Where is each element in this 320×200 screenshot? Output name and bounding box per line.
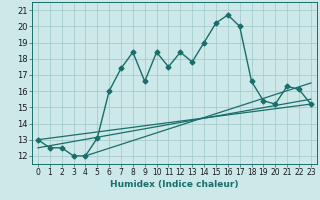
X-axis label: Humidex (Indice chaleur): Humidex (Indice chaleur) bbox=[110, 180, 239, 189]
